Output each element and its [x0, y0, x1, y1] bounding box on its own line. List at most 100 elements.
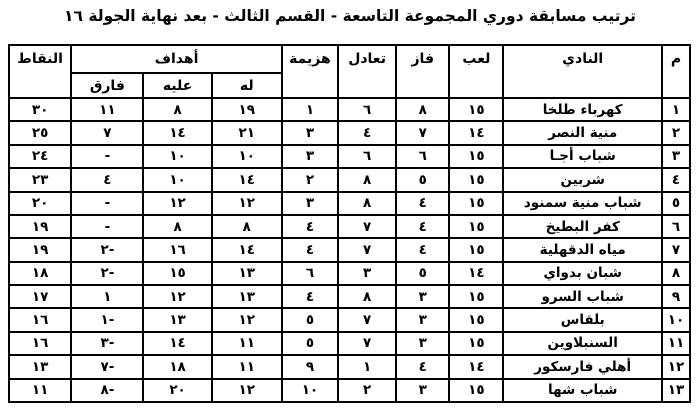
lost-cell: ٤	[280, 237, 340, 263]
goals-against-cell: ١٥	[142, 260, 213, 287]
goals-against-cell: ١٣	[142, 307, 213, 333]
table-header: م النادي لعب فاز تعادل هزيمة أهداف النقا…	[7, 44, 692, 99]
header-row-1: م النادي لعب فاز تعادل هزيمة أهداف النقا…	[7, 44, 692, 99]
goal-diff-cell: -	[70, 213, 145, 240]
goals-for-cell: ٨	[210, 213, 283, 240]
won-cell: ٦	[395, 143, 451, 170]
rank-cell: ٤	[660, 167, 692, 193]
points-cell: ١٦	[7, 330, 73, 357]
points-cell: ٢٣	[7, 167, 73, 193]
lost-cell: ٩	[280, 354, 340, 380]
played-cell: ١٥	[448, 330, 505, 357]
points-cell: ١٦	[7, 307, 73, 333]
club-header: النادي	[502, 44, 663, 99]
table-row: ١٣ شباب شها ١٥ ٣ ٢ ١٠ ١٢ ٢٠ ٨- ١١	[7, 377, 692, 403]
lost-cell: ٣	[280, 190, 340, 216]
goal-diff-cell: ٧	[70, 120, 145, 146]
lost-cell: ٥	[280, 330, 340, 357]
goal-diff-cell: ٢-	[70, 260, 145, 287]
table-row: ١ كهرباء طلخا ١٥ ٨ ٦ ١ ١٩ ٨ ١١ ٣٠	[7, 96, 692, 123]
drawn-cell: ٨	[337, 167, 398, 193]
points-header: النقاط	[7, 44, 73, 99]
goals-against-cell: ٢٠	[142, 377, 213, 403]
played-cell: ١٥	[448, 190, 505, 216]
goals-for-cell: ١٢	[210, 307, 283, 333]
rank-cell: ٣	[660, 143, 692, 170]
points-cell: ٢٤	[7, 143, 73, 170]
won-header: فاز	[395, 44, 451, 99]
table-row: ٥ شباب منية سمنود ١٥ ٤ ٨ ٣ ١٢ ١٢-٢٠	[7, 190, 692, 216]
played-cell: ١٤	[448, 260, 505, 287]
drawn-cell: ١	[337, 354, 398, 380]
table-row: ٦ كفر البطيخ ١٥ ٤ ٧ ٤ ٨ ٨-١٩	[7, 213, 692, 240]
played-cell: ١٥	[448, 167, 505, 193]
goals-against-cell: ١٨	[142, 354, 213, 380]
lost-cell: ١	[280, 96, 340, 123]
drawn-header: تعادل	[337, 44, 398, 99]
points-cell: ١٨	[7, 260, 73, 287]
goals-for-cell: ١٢	[210, 190, 283, 216]
rank-cell: ٨	[660, 260, 692, 287]
table-row: ٤ شربين ١٥ ٥ ٨ ٢ ١٤ ١٠ ٤ ٢٣	[7, 167, 692, 193]
goals-against-cell: ١٦	[142, 237, 213, 263]
drawn-cell: ٨	[337, 190, 398, 216]
table-row: ١١ السنبلاوين ١٥ ٣ ٧ ٥ ١١ ١٤ ٣- ١٦	[7, 330, 692, 357]
lost-header: هزيمة	[280, 44, 340, 99]
goal-diff-cell: ٨-	[70, 377, 145, 403]
drawn-cell: ٦	[337, 143, 398, 170]
goals-for-cell: ١٤	[210, 167, 283, 193]
points-cell: ٣٠	[7, 96, 73, 123]
rank-cell: ١٢	[660, 354, 692, 380]
club-cell: أهلي فارسكور	[502, 354, 663, 380]
lost-cell: ٦	[280, 260, 340, 287]
won-cell: ٥	[395, 167, 451, 193]
won-cell: ٤	[395, 190, 451, 216]
goals-for-cell: ١٩	[210, 96, 283, 123]
played-header: لعب	[448, 44, 505, 99]
played-cell: ١٥	[448, 237, 505, 263]
page-title: ترتيب مسابقة دوري المجموعة التاسعة - الق…	[64, 7, 636, 25]
won-cell: ٤	[395, 354, 451, 380]
goals-for-cell: ١١	[210, 330, 283, 357]
club-cell: كهرباء طلخا	[502, 96, 663, 123]
goals-for-cell: ١٣	[210, 260, 283, 287]
goals-against-header: عليه	[142, 72, 213, 99]
goals-against-cell: ١٠	[142, 143, 213, 170]
drawn-cell: ٧	[337, 330, 398, 357]
club-cell: السنبلاوين	[502, 330, 663, 357]
drawn-cell: ٣	[337, 260, 398, 287]
drawn-cell: ٢	[337, 377, 398, 403]
goals-for-cell: ١٠	[210, 143, 283, 170]
drawn-cell: ٨	[337, 283, 398, 310]
goal-diff-cell: -	[70, 143, 145, 170]
table-row: ١٠ بلقاس ١٥ ٣ ٧ ٥ ١٢ ١٣ ١- ١٦	[7, 307, 692, 333]
goals-for-cell: ١٤	[210, 237, 283, 263]
goal-diff-cell: ٢-	[70, 237, 145, 263]
goal-diff-cell: -	[70, 190, 145, 216]
drawn-cell: ٧	[337, 237, 398, 263]
goals-against-cell: ١٤	[142, 120, 213, 146]
table-row: ٩ شباب السرو ١٥ ٣ ٨ ٤ ١٣ ١٢ ١ ١٧	[7, 283, 692, 310]
played-cell: ١٥	[448, 96, 505, 123]
played-cell: ١٤	[448, 354, 505, 380]
lost-cell: ٥	[280, 307, 340, 333]
won-cell: ٣	[395, 330, 451, 357]
goals-for-header: له	[210, 72, 283, 99]
goal-diff-cell: ٤	[70, 167, 145, 193]
lost-cell: ٤	[280, 283, 340, 310]
goals-against-cell: ١٠	[142, 167, 213, 193]
points-cell: ١٩	[7, 237, 73, 263]
goals-against-cell: ١٢	[142, 283, 213, 310]
standings-table: م النادي لعب فاز تعادل هزيمة أهداف النقا…	[7, 44, 692, 403]
club-cell: منية النصر	[502, 120, 663, 146]
goals-for-cell: ٢١	[210, 120, 283, 146]
points-cell: ١٧	[7, 283, 73, 310]
points-cell: ١٣	[7, 354, 73, 380]
played-cell: ١٥	[448, 377, 505, 403]
table-row: ٢ منية النصر ١٤ ٧ ٤ ٣ ٢١ ١٤ ٧ ٢٥	[7, 120, 692, 146]
rank-cell: ٦	[660, 213, 692, 240]
rank-cell: ١	[660, 96, 692, 123]
club-cell: مياه الدقهلية	[502, 237, 663, 263]
club-cell: شباب السرو	[502, 283, 663, 310]
club-cell: بلقاس	[502, 307, 663, 333]
